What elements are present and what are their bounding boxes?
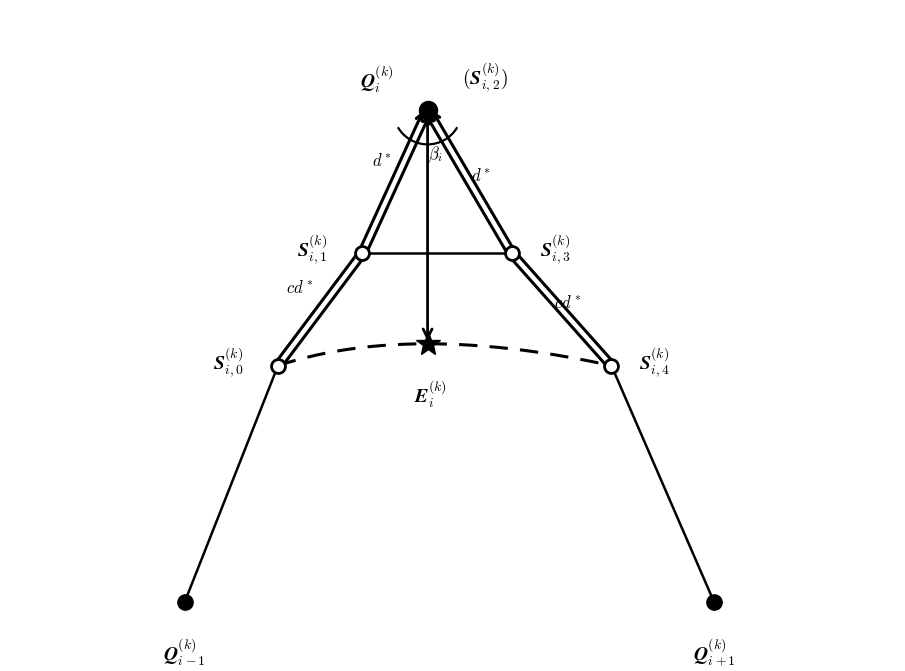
Text: $d^*$: $d^*$	[372, 152, 392, 170]
Text: $cd^*$: $cd^*$	[286, 278, 313, 297]
Text: $\boldsymbol{S}^{(k)}_{i,1}$: $\boldsymbol{S}^{(k)}_{i,1}$	[298, 234, 328, 267]
Text: $\boldsymbol{S}^{(k)}_{i,0}$: $\boldsymbol{S}^{(k)}_{i,0}$	[213, 346, 243, 380]
Text: $\boldsymbol{Q}^{(k)}_{i-1}$: $\boldsymbol{Q}^{(k)}_{i-1}$	[163, 637, 206, 668]
Text: $(\boldsymbol{S}^{(k)}_{i,2})$: $(\boldsymbol{S}^{(k)}_{i,2})$	[462, 60, 508, 95]
Text: $\beta_i$: $\beta_i$	[427, 145, 443, 165]
Text: $\boldsymbol{Q}^{(k)}_{i}$: $\boldsymbol{Q}^{(k)}_{i}$	[360, 63, 394, 95]
Text: $\boldsymbol{S}^{(k)}_{i,4}$: $\boldsymbol{S}^{(k)}_{i,4}$	[640, 346, 671, 380]
Text: $cd^*$: $cd^*$	[554, 295, 581, 312]
Text: $\boldsymbol{E}^{(k)}_{i}$: $\boldsymbol{E}^{(k)}_{i}$	[414, 378, 447, 410]
Text: $\boldsymbol{S}^{(k)}_{i,3}$: $\boldsymbol{S}^{(k)}_{i,3}$	[539, 234, 570, 267]
Text: $d^*$: $d^*$	[471, 166, 491, 185]
Text: $\boldsymbol{Q}^{(k)}_{i+1}$: $\boldsymbol{Q}^{(k)}_{i+1}$	[693, 637, 736, 668]
